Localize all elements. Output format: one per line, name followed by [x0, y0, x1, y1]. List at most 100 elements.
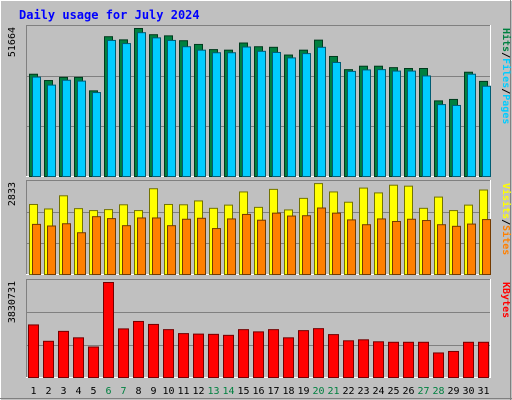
x-tick-label-day-18: 18: [282, 386, 294, 397]
bar-files-day-17: [272, 51, 281, 177]
bar-files-day-8: [137, 32, 146, 178]
bar-kbytes-day-13: [208, 333, 219, 378]
bar-files-day-10: [167, 39, 176, 177]
bar-sites-day-30: [467, 223, 476, 276]
legend-item-kbytes: KBytes: [500, 282, 511, 318]
x-tick-label-day-10: 10: [162, 386, 174, 397]
bar-files-day-1: [32, 76, 41, 177]
x-tick-label-day-8: 8: [135, 386, 141, 397]
bar-kbytes-day-19: [298, 330, 309, 379]
bar-files-day-15: [242, 46, 251, 178]
bar-kbytes-day-10: [163, 329, 174, 379]
legend-separator: /: [500, 52, 511, 58]
bar-sites-day-9: [152, 217, 161, 276]
x-tick-label-day-15: 15: [237, 386, 249, 397]
bar-kbytes-day-27: [418, 341, 429, 378]
bar-sites-day-29: [452, 225, 461, 275]
bar-sites-day-16: [257, 219, 266, 275]
panel-2-legend: Visits/Sites: [500, 183, 512, 255]
chart-title: Daily usage for July 2024: [19, 8, 200, 22]
bar-files-day-24: [377, 69, 386, 177]
bar-kbytes-day-29: [448, 350, 459, 378]
bar-kbytes-day-8: [133, 320, 144, 378]
x-tick-label-day-27: 27: [417, 386, 429, 397]
bar-sites-day-15: [242, 213, 251, 276]
x-tick-label-day-21: 21: [327, 386, 339, 397]
x-tick-label-day-13: 13: [207, 386, 219, 397]
bar-kbytes-day-22: [343, 340, 354, 378]
bar-files-day-7: [122, 43, 131, 177]
bar-files-day-19: [302, 53, 311, 177]
x-tick-label-day-20: 20: [312, 386, 324, 397]
bar-kbytes-day-5: [88, 346, 99, 378]
x-tick-label-day-14: 14: [222, 386, 234, 397]
bar-sites-day-17: [272, 212, 281, 275]
x-tick-label-day-9: 9: [150, 386, 156, 397]
bar-kbytes-day-9: [148, 323, 159, 379]
bar-files-day-21: [332, 61, 341, 177]
bar-files-day-28: [437, 104, 446, 177]
bar-kbytes-day-31: [478, 341, 489, 378]
bar-files-day-30: [467, 73, 476, 177]
bar-kbytes-day-24: [373, 341, 384, 378]
panel-1-legend: Hits/Files/Pages: [500, 28, 512, 124]
bar-kbytes-day-6: [103, 282, 114, 378]
bar-kbytes-day-14: [223, 334, 234, 378]
bar-kbytes-day-17: [268, 329, 279, 379]
legend-item-files: Files: [500, 58, 512, 88]
x-tick-label-day-22: 22: [342, 386, 354, 397]
bar-sites-day-28: [437, 224, 446, 276]
bar-sites-day-3: [62, 223, 71, 276]
x-tick-label-day-1: 1: [30, 386, 36, 397]
bar-sites-day-23: [362, 224, 371, 276]
bar-kbytes-day-1: [28, 324, 39, 378]
x-tick-label-day-25: 25: [387, 386, 399, 397]
x-tick-label-day-29: 29: [447, 386, 459, 397]
bar-files-day-3: [62, 79, 71, 177]
x-tick-label-day-2: 2: [45, 386, 51, 397]
legend-item-hits: Hits: [500, 28, 512, 52]
bar-sites-day-12: [197, 217, 206, 275]
bar-kbytes-day-11: [178, 333, 189, 378]
bar-files-day-11: [182, 46, 191, 177]
bar-sites-day-14: [227, 218, 236, 275]
legend-item-pages: Pages: [500, 94, 511, 124]
bar-kbytes-day-15: [238, 329, 249, 379]
bar-sites-day-8: [137, 217, 146, 276]
legend-item-visits: Visits: [500, 183, 512, 219]
x-tick-label-day-11: 11: [177, 386, 189, 397]
legend-separator: /: [500, 88, 511, 94]
bar-sites-day-4: [77, 232, 86, 275]
bar-files-day-22: [347, 70, 356, 177]
legend-separator: /: [500, 219, 511, 225]
bar-sites-day-1: [32, 223, 41, 276]
x-tick-label-day-5: 5: [90, 386, 96, 397]
bar-files-day-18: [287, 57, 296, 178]
bar-kbytes-day-3: [58, 330, 69, 379]
bar-sites-day-2: [47, 225, 56, 275]
bar-kbytes-day-4: [73, 337, 84, 379]
bar-sites-day-13: [212, 228, 221, 275]
bar-sites-day-6: [107, 218, 116, 275]
bar-files-day-13: [212, 52, 221, 178]
bar-files-day-25: [392, 70, 401, 177]
bar-kbytes-day-2: [43, 340, 54, 379]
x-axis-ticks: 1 2 3 4 5 6 7 8 9 10 11 12 13 14 15 16 17 18 19 20 21 22 23 24 2…: [30, 386, 489, 397]
bar-files-day-4: [77, 80, 86, 177]
x-tick-label-day-24: 24: [372, 386, 384, 397]
x-tick-label-day-23: 23: [357, 386, 369, 397]
bar-sites-day-27: [422, 220, 431, 276]
bar-files-day-16: [257, 50, 266, 177]
bar-sites-day-19: [302, 215, 311, 275]
x-tick-label-day-4: 4: [75, 386, 81, 397]
bar-files-day-20: [317, 46, 326, 178]
x-tick-label-day-28: 28: [432, 386, 444, 397]
panel-2-y-max-label: 2833: [7, 182, 18, 206]
bar-sites-day-5: [92, 216, 101, 275]
bar-kbytes-day-18: [283, 337, 294, 379]
bar-kbytes-day-16: [253, 331, 264, 378]
bar-kbytes-day-12: [193, 333, 204, 379]
bar-files-day-23: [362, 69, 371, 177]
